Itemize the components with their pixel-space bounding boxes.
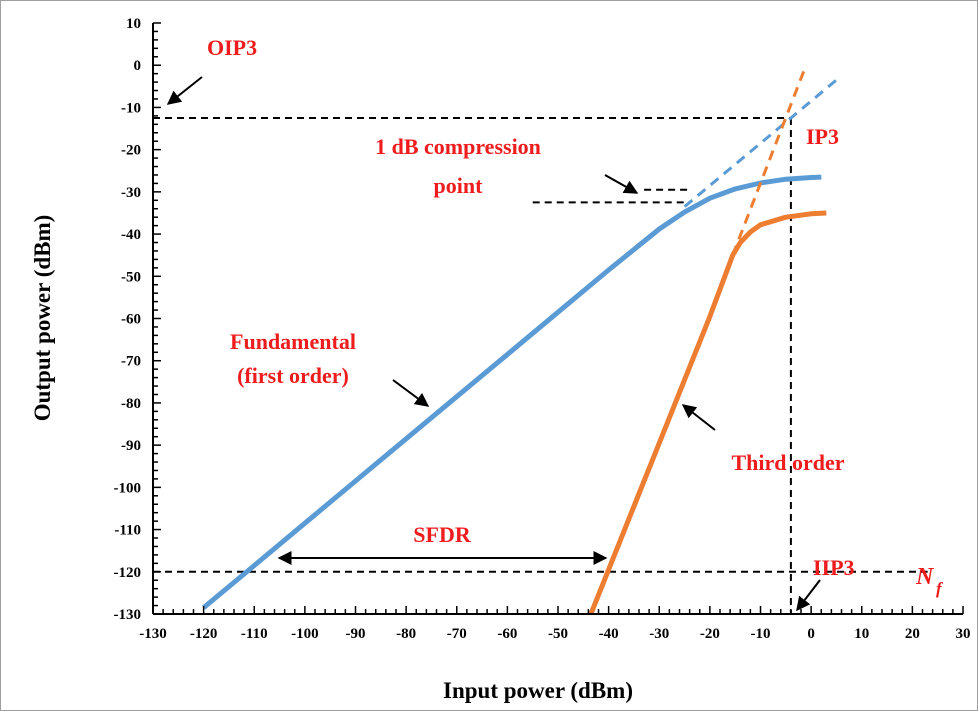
x-tick-label: -30 [649,626,669,642]
y-tick-label: -100 [114,480,142,496]
oip3-label: OIP3 [207,35,257,60]
compression-label-line2: point [434,173,484,198]
x-tick-label: -110 [241,626,268,642]
compression-label-line1: 1 dB compression [375,134,541,159]
noise-floor-label: N [915,564,935,590]
iip3-arrow [796,579,821,612]
y-tick-label: -70 [121,354,141,370]
sfdr-label: SFDR [413,522,472,547]
x-tick-label: -130 [139,626,167,642]
fundamental-arrow [392,379,430,407]
ip3-label: IP3 [806,124,839,149]
x-tick-label: -80 [396,626,416,642]
annotations: OIP3 IP3 1 dB compression point Fundamen… [207,35,944,598]
x-tick-label: -60 [497,626,517,642]
iip3-label: IIP3 [813,555,855,580]
compression-arrow [604,174,639,194]
series-lines [202,64,838,615]
reference-lines [153,117,928,614]
third-order-arrow [681,404,716,431]
third-order-label: Third order [731,450,844,475]
y-tick-label: 10 [126,16,141,32]
y-tick-label: -80 [121,396,141,412]
fundamental-line [202,174,822,610]
x-tick-label: 30 [956,626,971,642]
y-tick-label: -110 [114,523,141,539]
y-tick-label: -10 [121,100,141,116]
x-tick-label: -20 [700,626,720,642]
x-tick-label: -10 [751,626,771,642]
x-tick-label: -100 [291,626,319,642]
y-tick-label: -130 [114,607,142,623]
x-tick-label: -90 [346,626,366,642]
y-tick-label: -20 [121,143,141,159]
x-tick-label: 10 [854,626,869,642]
y-axis-title: Output power (dBm) [30,215,55,422]
x-tick-label: -70 [447,626,467,642]
y-tick-label: -50 [121,269,141,285]
noise-floor-label-subscript: f [936,579,944,598]
x-tick-label: -40 [599,626,619,642]
x-tick-label: -120 [190,626,218,642]
fundamental-label-line2: (first order) [237,363,349,388]
x-tick-label: 0 [807,626,815,642]
annotation-arrows [166,76,821,612]
y-tick-label: -90 [121,438,141,454]
x-axis-title: Input power (dBm) [443,678,633,703]
x-tick-label: 20 [905,626,920,642]
axes: 100-10-20-30-40-50-60-70-80-90-100-110-1… [114,16,971,642]
y-tick-label: -30 [121,185,141,201]
y-tick-label: -60 [121,312,141,328]
y-tick-label: -120 [114,565,142,581]
oip3-arrow [166,76,203,105]
y-tick-label: -40 [121,227,141,243]
x-tick-label: -50 [548,626,568,642]
fundamental-label-line1: Fundamental [230,329,356,354]
y-tick-label: 0 [134,58,142,74]
third-order-extrapolation-line [731,64,808,256]
